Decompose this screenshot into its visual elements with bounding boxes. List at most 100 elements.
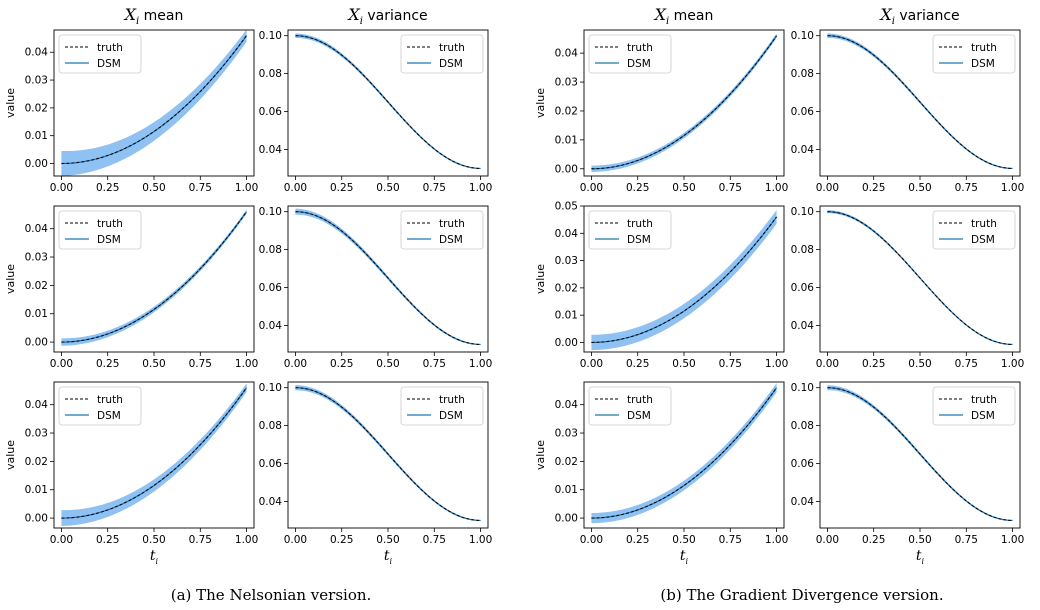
y-axis-label: value: [4, 88, 17, 118]
legend-truth-label: truth: [971, 394, 997, 406]
y-tick-label: 0.01: [25, 308, 48, 320]
panel-a-row1-variance: 0.00 0.25 0.50 0.75 1.00 0.04 0.06 0.08 0.10 trut…: [259, 205, 492, 370]
x-tick-label: 1.00: [765, 182, 788, 194]
y-tick-label: 0.10: [791, 206, 814, 218]
panel-a-row0-mean: 0.00 0.25 0.50 0.75 1.00 0.00 0.01 0.02 0.03 0.04…: [25, 29, 258, 194]
y-tick-label: 0.04: [25, 47, 49, 59]
y-tick-label: 0.01: [555, 310, 578, 322]
dsm-band: [61, 383, 247, 527]
x-tick-label: 1.00: [765, 534, 788, 546]
legend-dsm-label: DSM: [971, 58, 995, 70]
legend-truth-label: truth: [97, 42, 123, 54]
y-tick-label: 0.03: [555, 255, 578, 267]
column-title: Xi mean: [123, 5, 184, 27]
x-tick-label: 1.00: [235, 182, 258, 194]
y-tick-label: 0.00: [25, 158, 48, 170]
y-tick-label: 0.04: [259, 496, 283, 508]
panel-a-row0-variance: 0.00 0.25 0.50 0.75 1.00 0.04 0.06 0.08 0.10 trut…: [259, 29, 492, 194]
y-tick-label: 0.04: [791, 144, 815, 156]
legend-truth-label: truth: [439, 394, 465, 406]
y-tick-label: 0.00: [555, 163, 578, 175]
x-tick-label: 0.75: [719, 534, 742, 546]
column-title: Xi variance: [346, 5, 427, 27]
x-tick-label: 0.00: [816, 182, 839, 194]
x-axis-label: ti: [916, 548, 925, 566]
legend-dsm-label: DSM: [971, 234, 995, 246]
panel-b-row0-mean: 0.00 0.25 0.50 0.75 1.00 0.00 0.01 0.02 0.03 0.04…: [555, 29, 788, 194]
x-tick-label: 0.50: [908, 358, 931, 370]
dsm-band: [827, 385, 1013, 521]
panel-b-row0-variance: 0.00 0.25 0.50 0.75 1.00 0.04 0.06 0.08 0.10 trut…: [791, 29, 1024, 194]
x-tick-label: 0.00: [50, 534, 73, 546]
x-tick-label: 1.00: [1001, 182, 1024, 194]
x-tick-label: 0.50: [908, 182, 931, 194]
legend-truth-label: truth: [97, 394, 123, 406]
x-tick-label: 0.75: [423, 182, 446, 194]
y-tick-label: 0.01: [25, 130, 48, 142]
y-tick-label: 0.06: [259, 282, 283, 294]
y-tick-label: 0.01: [25, 484, 48, 496]
y-tick-label: 0.10: [259, 206, 282, 218]
x-tick-label: 0.25: [862, 358, 885, 370]
x-tick-label: 0.75: [719, 358, 742, 370]
legend-truth-label: truth: [627, 42, 653, 54]
dsm-band: [591, 210, 777, 351]
x-tick-label: 0.75: [955, 182, 978, 194]
y-tick-label: 0.05: [555, 201, 578, 213]
panel-a-row2-variance: 0.00 0.25 0.50 0.75 1.00 0.04 0.06 0.08 0.10 trut…: [259, 381, 492, 546]
x-tick-label: 0.50: [908, 534, 931, 546]
y-tick-label: 0.06: [791, 282, 815, 294]
legend-truth-label: truth: [439, 42, 465, 54]
y-tick-label: 0.04: [791, 496, 815, 508]
x-tick-label: 0.50: [376, 182, 399, 194]
y-tick-label: 0.03: [25, 428, 48, 440]
y-tick-label: 0.04: [555, 228, 579, 240]
x-tick-label: 0.00: [580, 358, 603, 370]
caption-b: (b) The Gradient Divergence version.: [660, 586, 943, 604]
panel-b-row1-mean: 0.00 0.25 0.50 0.75 1.00 0.00 0.01 0.02 0.03 0.04…: [555, 201, 789, 371]
legend-dsm-label: DSM: [439, 234, 463, 246]
legend-dsm-label: DSM: [627, 58, 651, 70]
dsm-band: [295, 208, 481, 345]
y-axis-label: value: [4, 264, 17, 294]
x-tick-label: 0.50: [142, 182, 165, 194]
y-tick-label: 0.02: [555, 456, 578, 468]
x-tick-label: 0.75: [189, 182, 212, 194]
x-tick-label: 1.00: [1001, 358, 1024, 370]
x-tick-label: 1.00: [235, 358, 258, 370]
x-tick-label: 0.25: [330, 358, 353, 370]
panel-b-row2-mean: 0.00 0.25 0.50 0.75 1.00 0.00 0.01 0.02 0.03 0.04…: [555, 381, 788, 546]
x-tick-label: 0.50: [142, 358, 165, 370]
y-tick-label: 0.03: [555, 428, 578, 440]
truth-line: [61, 211, 247, 343]
legend-truth-label: truth: [439, 218, 465, 230]
y-tick-label: 0.00: [555, 513, 578, 525]
y-tick-label: 0.02: [25, 280, 48, 292]
y-tick-label: 0.00: [25, 337, 48, 349]
legend-truth-label: truth: [971, 42, 997, 54]
legend-dsm-label: DSM: [97, 410, 121, 422]
y-tick-label: 0.02: [25, 456, 48, 468]
x-tick-label: 0.50: [376, 534, 399, 546]
legend-truth-label: truth: [627, 394, 653, 406]
truth-line: [827, 211, 1013, 345]
truth-line: [827, 387, 1013, 521]
x-axis-label: ti: [150, 548, 159, 566]
legend-truth-label: truth: [971, 218, 997, 230]
x-tick-label: 0.75: [189, 358, 212, 370]
x-axis-label: ti: [680, 548, 689, 566]
x-tick-label: 0.75: [189, 534, 212, 546]
x-tick-label: 0.75: [955, 358, 978, 370]
x-tick-label: 0.25: [626, 358, 649, 370]
x-tick-label: 0.25: [96, 534, 119, 546]
y-tick-label: 0.04: [791, 320, 815, 332]
x-tick-label: 0.75: [423, 534, 446, 546]
legend-truth-label: truth: [627, 218, 653, 230]
legend-dsm-label: DSM: [627, 234, 651, 246]
y-tick-label: 0.04: [555, 48, 579, 60]
x-tick-label: 0.25: [626, 534, 649, 546]
y-tick-label: 0.08: [791, 420, 814, 432]
legend-dsm-label: DSM: [627, 410, 651, 422]
y-axis-label: value: [534, 264, 547, 294]
x-tick-label: 0.25: [862, 182, 885, 194]
